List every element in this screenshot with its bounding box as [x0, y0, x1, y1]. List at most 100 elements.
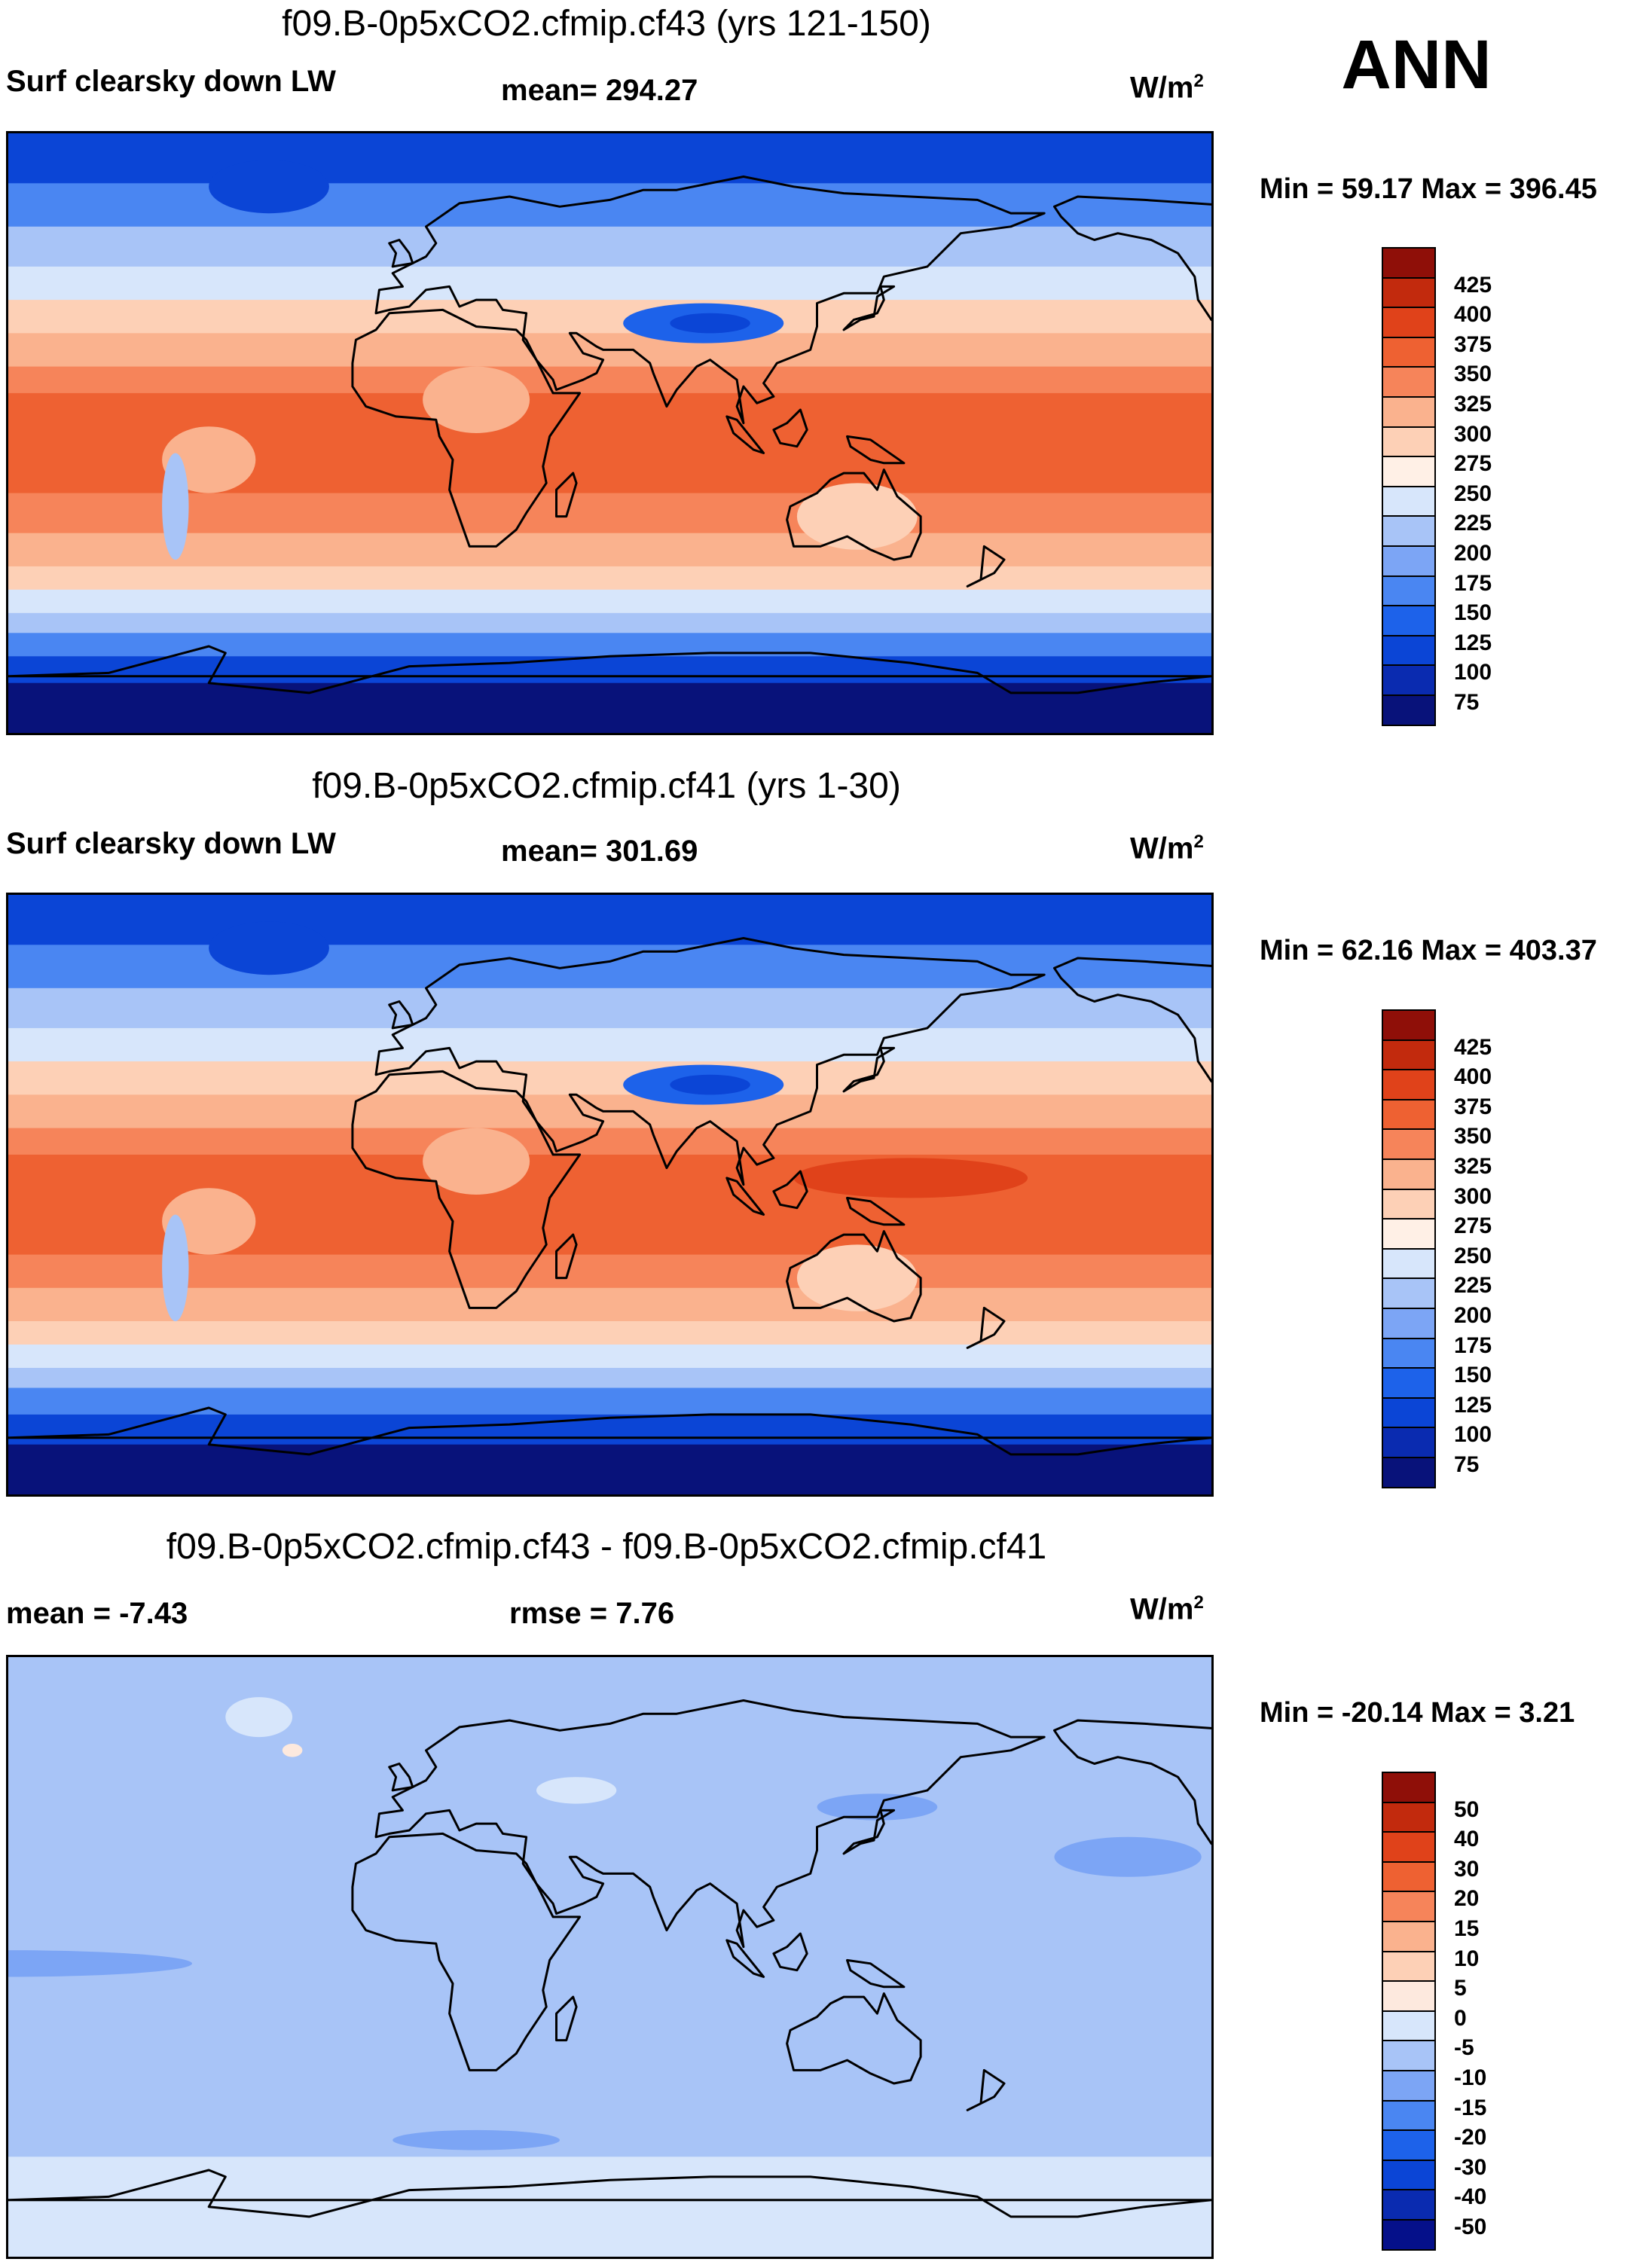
colorbar-box: [1382, 366, 1436, 398]
colorbar-label: 400: [1454, 1064, 1492, 1090]
min-max-label: Min = -20.14 Max = 3.21: [1260, 1697, 1575, 1729]
colorbar-box: [1382, 1427, 1436, 1458]
colorbar-label: 15: [1454, 1916, 1480, 1941]
colorbar-label: -40: [1454, 2184, 1487, 2210]
colorbar-box: [1382, 1367, 1436, 1399]
colorbar-label: 250: [1454, 1243, 1492, 1268]
colorbar-label: -30: [1454, 2154, 1487, 2180]
colorbar-label: 425: [1454, 1034, 1492, 1060]
colorbar-box: [1382, 1891, 1436, 1922]
mean-label: mean = -7.43: [6, 1597, 188, 1630]
colorbar-label: -50: [1454, 2215, 1487, 2239]
units-label: W/m2: [1130, 1592, 1204, 1626]
colorbar-box: [1382, 1950, 1436, 1983]
panel-difference: f09.B-0p5xCO2.cfmip.cf43 - f09.B-0p5xCO2…: [0, 1522, 1625, 2268]
colorbar-label: 350: [1454, 362, 1492, 387]
coastline-newguinea: [846, 1958, 906, 1989]
colorbar-label: 275: [1454, 1213, 1492, 1239]
coastline-borneo: [772, 1932, 808, 1972]
colorbar-box: [1382, 1009, 1436, 1041]
colorbar-box: [1382, 2129, 1436, 2161]
contour-feature: [162, 453, 189, 560]
contour-feature: [393, 2129, 560, 2150]
coastline-australia: [786, 469, 922, 561]
colorbar-label: 250: [1454, 481, 1492, 506]
colorbar-label: 100: [1454, 1422, 1492, 1448]
colorbar-label: -10: [1454, 2065, 1487, 2090]
contour-feature: [670, 313, 750, 334]
coastline-eurasia: [374, 1699, 1046, 1949]
colorbar-label: 350: [1454, 1124, 1492, 1149]
colorbar-box: [1382, 664, 1436, 696]
colorbar-label: 225: [1454, 511, 1492, 536]
coastline-japan: [842, 1809, 896, 1855]
colorbar-label: 325: [1454, 392, 1492, 417]
coastline-sumatra: [725, 415, 765, 454]
contour-band: [8, 656, 1211, 684]
contour-feature: [670, 1074, 750, 1095]
colorbar-label: 5: [1454, 1976, 1467, 2001]
colorbar-box: [1382, 1772, 1436, 1803]
colorbar-label: 200: [1454, 541, 1492, 566]
rmse-label: rmse = 7.76: [509, 1597, 675, 1630]
contour-band: [8, 682, 1211, 733]
panel-middle: f09.B-0p5xCO2.cfmip.cf41 (yrs 1-30) Surf…: [0, 761, 1625, 1514]
map: [6, 893, 1214, 1497]
colorbar-label: 375: [1454, 1094, 1492, 1119]
contour-feature: [423, 1128, 530, 1195]
contour-band: [8, 612, 1211, 634]
map: [6, 131, 1214, 735]
contour-band: [8, 1414, 1211, 1445]
contour-band: [8, 566, 1211, 591]
colorbar-label: 75: [1454, 690, 1480, 715]
coastline-sumatra: [725, 1939, 765, 1978]
colorbar-box: [1382, 1457, 1436, 1488]
colorbar-label: 200: [1454, 1303, 1492, 1328]
colorbar-box: [1382, 1921, 1436, 1952]
coastline-newguinea: [846, 1196, 906, 1226]
contour-band: [8, 266, 1211, 301]
colorbar-box: [1382, 634, 1436, 667]
contour-band: [8, 1444, 1211, 1494]
colorbar-box: [1382, 1308, 1436, 1339]
contour-band: [8, 945, 1211, 989]
coastline-nz: [966, 2068, 1006, 2111]
colorbar-box: [1382, 1128, 1436, 1160]
colorbar-label: 275: [1454, 451, 1492, 477]
min-max-label: Min = 59.17 Max = 396.45: [1260, 173, 1597, 205]
colorbar-box: [1382, 485, 1436, 517]
coastline-borneo: [772, 408, 808, 448]
colorbar-box: [1382, 1098, 1436, 1131]
colorbar-box: [1382, 2070, 1436, 2102]
colorbar-box: [1382, 456, 1436, 487]
colorbar-label: 175: [1454, 570, 1492, 596]
contour-feature: [225, 1697, 293, 1738]
colorbar-box: [1382, 1158, 1436, 1190]
coastline-borneo: [772, 1170, 808, 1210]
coastline-africa: [351, 1832, 582, 2071]
colorbar-label: 225: [1454, 1273, 1492, 1299]
contour-band: [8, 1387, 1211, 1415]
colorbar-label: 325: [1454, 1154, 1492, 1179]
colorbar-label: 400: [1454, 302, 1492, 328]
contour-band: [8, 1027, 1211, 1063]
colorbar-label: -15: [1454, 2095, 1487, 2120]
panel-top: f09.B-0p5xCO2.cfmip.cf43 (yrs 121-150) S…: [0, 0, 1625, 753]
colorbar-label: 30: [1454, 1856, 1480, 1882]
variable-label: Surf clearsky down LW: [6, 827, 336, 860]
colorbar-box: [1382, 307, 1436, 338]
units-label: W/m2: [1130, 832, 1204, 865]
colorbar-box: [1382, 1980, 1436, 2012]
coastline-nz: [966, 1306, 1006, 1349]
mean-label: mean= 294.27: [501, 74, 698, 107]
colorbar-label: 0: [1454, 2005, 1467, 2031]
contour-feature: [162, 1214, 189, 1322]
contour-band: [8, 1128, 1211, 1155]
colorbar-box: [1382, 545, 1436, 577]
colorbar-box: [1382, 1860, 1436, 1893]
contour-band: [8, 366, 1211, 394]
contour-band: [8, 183, 1211, 227]
coastline-uk: [388, 1000, 414, 1030]
coastline-uk: [388, 1763, 414, 1792]
coastline-eurasia: [374, 937, 1046, 1186]
